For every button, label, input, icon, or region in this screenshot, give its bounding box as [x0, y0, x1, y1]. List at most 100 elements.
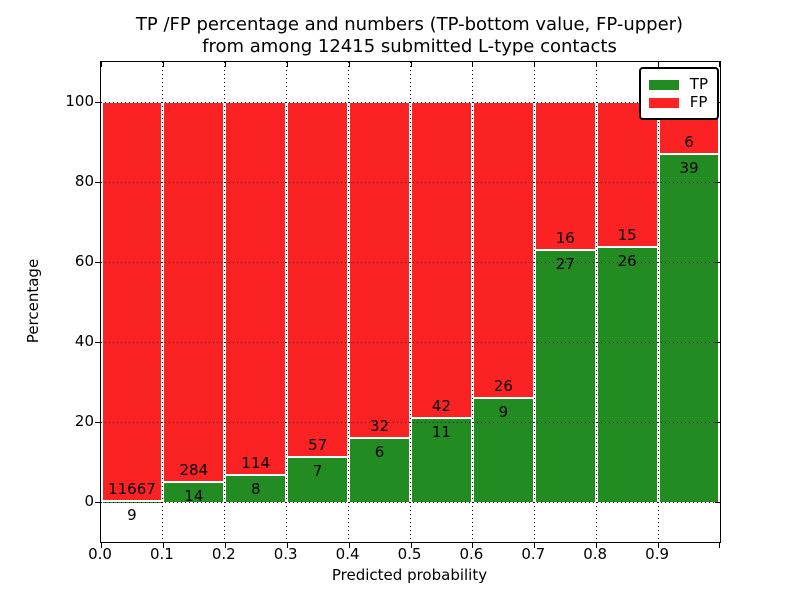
bar-segment-fp — [535, 102, 595, 251]
y-tick-mark-right — [715, 182, 720, 183]
y-tick-label: 0 — [84, 492, 94, 510]
bar-segment-fp — [288, 102, 348, 459]
vertical-gridline — [348, 62, 350, 542]
x-tick-mark-top — [162, 62, 164, 67]
x-tick-mark-top — [658, 62, 660, 67]
y-tick-mark — [95, 102, 101, 103]
bar-label-tp: 27 — [555, 254, 575, 273]
bar-segment-fp — [350, 102, 409, 439]
x-tick-mark — [410, 542, 412, 548]
bar-label-tp: 7 — [312, 462, 323, 481]
y-tick-label: 40 — [74, 332, 94, 350]
x-axis-label: Predicted probability — [331, 566, 488, 584]
bar-label-fp: 16 — [555, 228, 575, 247]
bar-label-tp: 6 — [374, 442, 385, 461]
x-tick-mark-top — [719, 62, 720, 67]
x-tick-label: 0.0 — [88, 545, 112, 563]
plot-area: 11667 9 284 14 114 8 57 7 32 6 42 11 26 9 16 27 15 26 6 39 … — [95, 61, 721, 548]
x-tick-mark — [534, 542, 536, 548]
bar-segment-fp — [102, 102, 162, 502]
legend-label-tp: TP — [689, 75, 708, 93]
bar-label-fp: 6 — [684, 133, 694, 152]
y-tick-label: 100 — [65, 92, 94, 110]
bar-label-tp: 26 — [617, 252, 637, 271]
x-tick-label: 0.2 — [211, 545, 236, 563]
bar-segment-fp — [164, 102, 224, 484]
chart-title: TP /FP percentage and numbers (TP-bottom… — [100, 14, 719, 58]
bar-label-fp: 26 — [493, 377, 513, 396]
x-tick-mark-top — [101, 62, 102, 67]
bar-segment-fp — [473, 102, 533, 400]
x-tick-mark — [719, 542, 720, 548]
legend-label-fp: FP — [689, 93, 708, 111]
x-tick-mark — [658, 542, 660, 548]
x-tick-label: 0.8 — [583, 545, 608, 563]
y-tick-mark-right — [715, 502, 720, 503]
bar-label-fp: 15 — [617, 226, 637, 245]
x-tick-mark — [472, 542, 474, 548]
fp-swatch-icon — [648, 97, 679, 108]
x-tick-mark-top — [348, 62, 350, 67]
bar-segment-tp — [473, 399, 533, 502]
bar-segment-tp — [226, 475, 286, 502]
chart-title-line1: TP /FP percentage and numbers (TP-bottom… — [135, 14, 684, 35]
bar-segment-fp — [226, 102, 286, 476]
bar-label-fp: 114 — [241, 453, 271, 472]
bar-label-tp: 9 — [498, 403, 509, 422]
x-tick-label: 0.9 — [645, 545, 670, 563]
vertical-gridline — [162, 62, 164, 542]
x-tick-mark — [596, 542, 598, 548]
x-tick-label: 0.5 — [397, 545, 422, 563]
legend-entry-fp: FP — [648, 93, 708, 111]
vertical-gridline — [410, 62, 411, 542]
y-tick-mark — [95, 262, 101, 263]
bar-segment-tp — [164, 483, 224, 502]
vertical-gridline — [533, 62, 535, 542]
bar-segment-tp — [597, 248, 657, 502]
bar-label-tp: 8 — [250, 479, 261, 498]
bar-segment-tp — [412, 418, 471, 502]
x-tick-label: 0.4 — [335, 545, 360, 563]
bar-segment-tp — [659, 155, 719, 502]
x-tick-mark — [348, 542, 350, 548]
x-tick-label: 0.1 — [149, 545, 174, 563]
legend-entry-tp: TP — [648, 75, 708, 93]
vertical-gridline — [286, 62, 288, 542]
x-tick-mark-top — [534, 62, 536, 67]
y-tick-mark — [95, 182, 101, 183]
tp-swatch-icon — [648, 79, 679, 90]
bar-label-fp: 42 — [431, 396, 451, 415]
x-tick-mark-top — [286, 62, 288, 67]
chart-title-line2: from among 12415 submitted L-type contac… — [202, 36, 617, 57]
bar-label-tp: 11 — [431, 422, 451, 441]
y-tick-label: 80 — [74, 172, 94, 190]
bar-label-tp: 39 — [679, 159, 699, 178]
bar-segment-tp — [288, 458, 348, 502]
y-tick-mark-right — [715, 342, 720, 343]
bar-segment-fp — [412, 102, 471, 419]
y-tick-mark — [95, 502, 101, 503]
x-tick-label: 0.6 — [459, 545, 484, 563]
bar-label-fp: 57 — [308, 436, 328, 455]
x-tick-mark — [224, 542, 226, 548]
y-tick-mark — [95, 342, 101, 343]
vertical-gridline — [224, 62, 226, 542]
x-tick-mark — [101, 542, 102, 548]
y-tick-mark — [95, 422, 101, 423]
bar-label-fp: 284 — [179, 461, 209, 480]
y-tick-mark-right — [715, 262, 720, 263]
bar-segment-tp — [535, 250, 595, 502]
x-tick-mark-top — [596, 62, 598, 67]
vertical-gridline — [471, 62, 473, 542]
vertical-gridline — [595, 62, 597, 542]
x-tick-mark-top — [472, 62, 474, 67]
x-tick-label: 0.3 — [273, 545, 298, 563]
x-tick-mark-top — [410, 62, 412, 67]
bar-segment-tp — [350, 438, 409, 502]
legend: TP FP — [638, 67, 719, 120]
x-tick-mark — [162, 542, 164, 548]
bar-label-fp: 32 — [369, 416, 390, 435]
bar-segment-fp — [597, 102, 657, 249]
bar-label-tp: 9 — [127, 505, 137, 524]
